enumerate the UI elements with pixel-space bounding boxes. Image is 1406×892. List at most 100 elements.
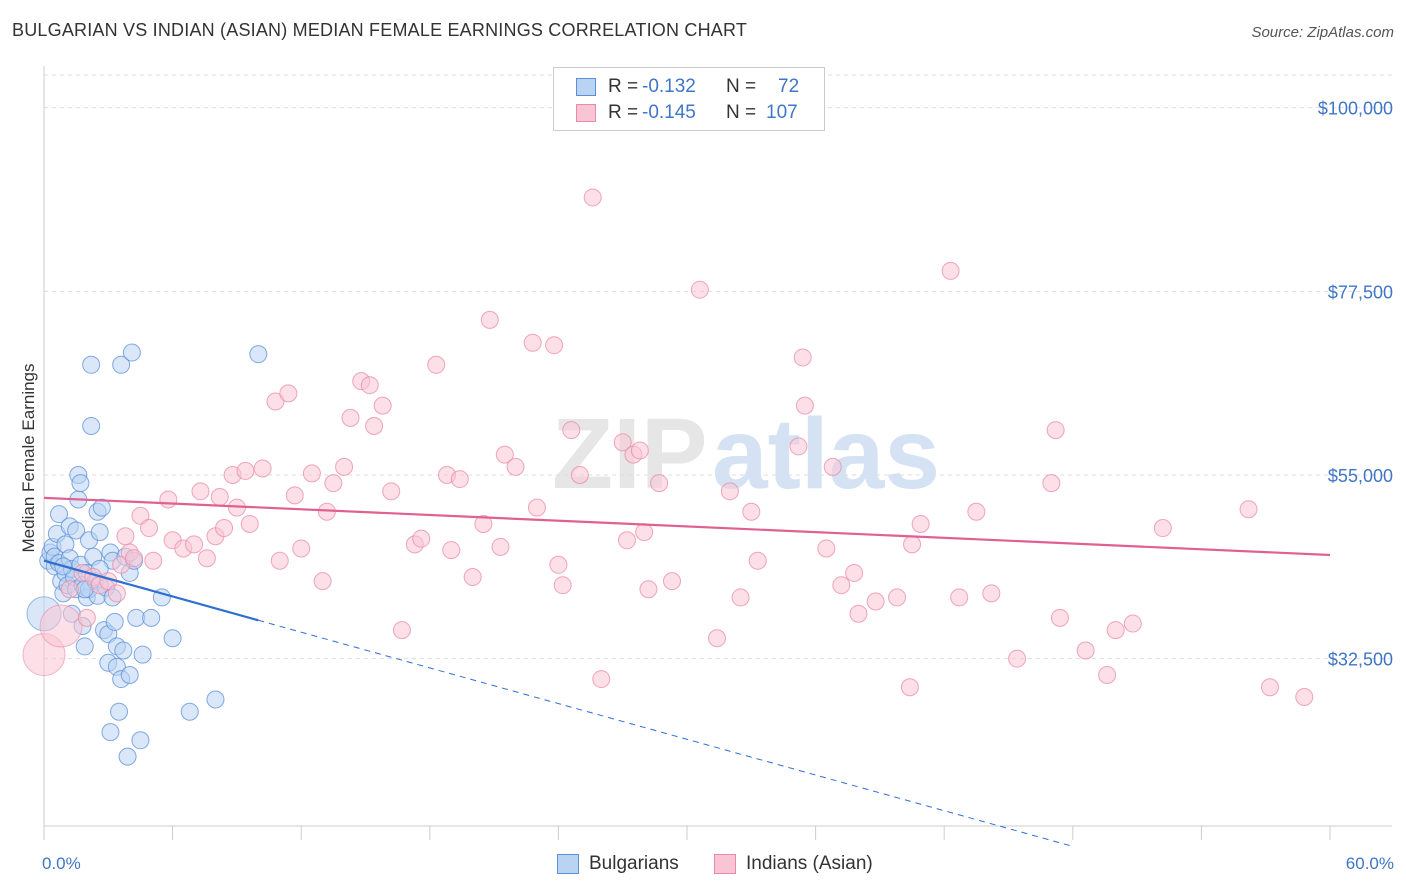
y-tick-label: $77,500 [1328,282,1393,302]
indian-point [570,465,589,484]
indian-point [1153,519,1172,538]
legend-r-label: R = [608,102,639,123]
x-tick-labels: 0.0% 60.0% [42,854,1394,873]
indian-point [789,437,808,456]
bulgarian-point [75,637,94,656]
indian-point [1008,649,1027,668]
bulgarians-label: Bulgarians [589,853,679,874]
indian-point [215,519,234,538]
indian-point [60,580,79,599]
indian-point [1098,665,1117,684]
correlation-legend: R = -0.132 N = 72 R = -0.145 N = 107 [553,67,825,131]
indian-point [1042,474,1061,493]
indian-point [635,523,654,542]
indian-point [144,551,163,570]
indian-point [662,572,681,591]
indian-point [253,459,272,478]
indian-point [185,535,204,554]
indian-point [365,417,384,436]
indian-point [832,576,851,595]
indian-point [823,457,842,476]
indian-point [866,592,885,611]
indian-point [270,551,289,570]
indian-point [324,474,343,493]
chart-source: Source: ZipAtlas.com [1251,24,1394,41]
legend-swatch-blue [576,78,596,96]
indian-point [545,336,564,355]
y-tick-label: $32,500 [1328,650,1393,670]
y-tick-label: $100,000 [1318,99,1393,119]
indian-point [140,519,159,538]
indian-point [1239,500,1258,519]
indian-point [450,470,469,489]
bulgarian-point [120,665,139,684]
indian-point [795,396,814,415]
x-tick-label-max: 60.0% [1346,854,1394,873]
indian-point [341,408,360,427]
indian-point [888,588,907,607]
bottom-legend-bulgarians[interactable]: Bulgarians [557,852,679,876]
bulgarian-point [101,723,120,742]
indian-point [463,568,482,587]
indian-point [279,384,298,403]
watermark-atlas: atlas [712,398,940,510]
indian-point [474,514,493,533]
indian-point [442,541,461,560]
indian-point [373,396,392,415]
legend-n-label: N = [726,102,757,123]
indian-point [210,488,229,507]
axes [43,66,1392,840]
bulgarian-point [133,645,152,664]
indian-point [292,539,311,558]
indian-point [630,441,649,460]
indian-point [527,498,546,517]
indian-point [360,376,379,395]
indians-swatch [714,854,736,874]
bulgarian-point [163,629,182,648]
indian-point [708,629,727,648]
indian-point [495,445,514,464]
bulgarian-point [67,521,86,540]
legend-r-value: -0.145 [642,102,696,123]
indian-point [941,261,960,280]
legend-swatch-pink [576,104,596,122]
indian-point [845,563,864,582]
legend-n-value: 107 [766,102,798,123]
indian-point [107,584,126,603]
indian-point [197,549,216,568]
indian-point [382,482,401,501]
indian-point [639,580,658,599]
bulgarian-point [180,702,199,721]
bulgarian-point [114,641,133,660]
legend-row-bulgarians: R = -0.132 N = 72 [576,75,799,99]
bulgarian-point [142,608,161,627]
bulgarian-point [50,505,69,524]
indian-point [1295,688,1314,707]
legend-r-value: -0.132 [642,76,696,97]
indian-point [506,457,525,476]
indian-point [480,310,499,329]
indian-point [967,502,986,521]
indian-point [742,502,761,521]
bulgarian-point [71,474,90,493]
indian-point [650,474,669,493]
indian-point [1260,678,1279,697]
indian-point [1106,621,1125,640]
indian-point [911,514,930,533]
y-tick-label: $55,000 [1328,466,1393,486]
indian-point [1076,641,1095,660]
indian-point [412,529,431,548]
indian-point [236,461,255,480]
trend-lines [43,496,1331,847]
indian-point [950,588,969,607]
indian-point [731,588,750,607]
grid-lines [44,74,1392,660]
bottom-legend-indians[interactable]: Indians (Asian) [714,852,873,876]
indian-point [549,555,568,574]
indian-point [562,421,581,440]
bulgarian-point [249,345,268,364]
indian-point [313,572,332,591]
indian-point [748,551,767,570]
bulgarian-point [110,702,129,721]
